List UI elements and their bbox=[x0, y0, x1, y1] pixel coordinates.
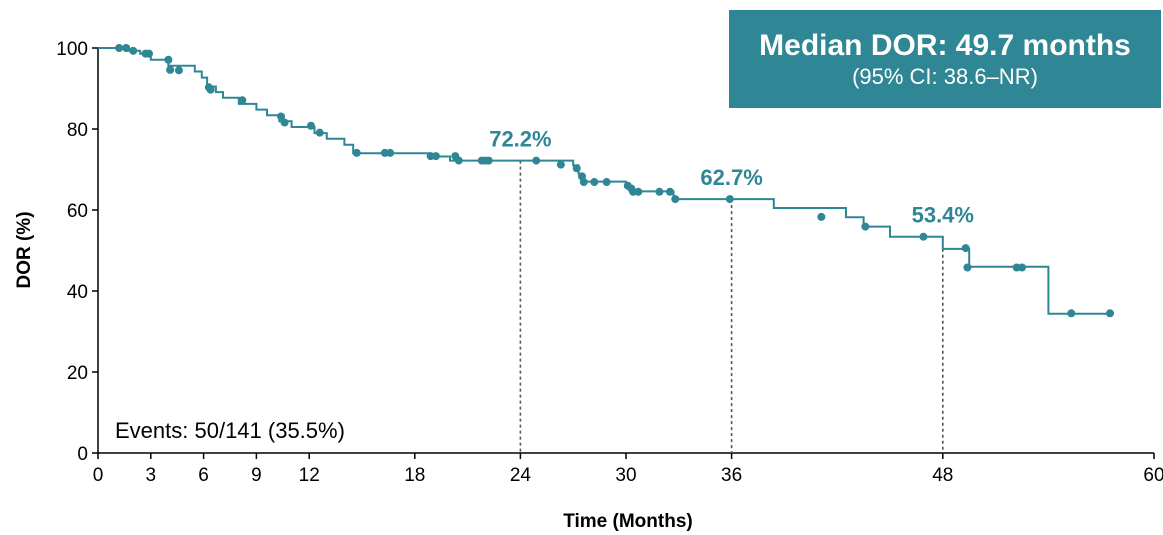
landmark-label: 53.4% bbox=[912, 203, 974, 228]
events-label: Events: 50/141 (35.5%) bbox=[115, 418, 345, 443]
censor-marker bbox=[655, 187, 664, 196]
censor-marker bbox=[1018, 263, 1026, 272]
survival-curve bbox=[98, 47, 1110, 315]
landmark-label: 72.2% bbox=[489, 127, 551, 152]
censor-marker bbox=[963, 263, 972, 272]
censor-marker bbox=[919, 232, 928, 241]
censor-marker bbox=[206, 85, 215, 94]
censor-marker bbox=[484, 156, 493, 165]
censor-marker bbox=[532, 156, 541, 165]
censor-marker bbox=[238, 96, 247, 105]
x-tick-label: 36 bbox=[721, 465, 742, 486]
x-tick-label: 30 bbox=[615, 465, 636, 486]
censor-marker bbox=[164, 55, 173, 64]
x-tick-label: 9 bbox=[251, 465, 262, 486]
censor-marker bbox=[725, 195, 734, 204]
censor-marker bbox=[145, 49, 154, 58]
censor-marker bbox=[634, 187, 643, 196]
censor-marker bbox=[1067, 309, 1076, 318]
median-dor-text: Median DOR: 49.7 months bbox=[759, 29, 1131, 62]
censor-marker bbox=[122, 44, 131, 52]
y-tick-label: 20 bbox=[67, 363, 88, 384]
censor-marker bbox=[817, 212, 826, 221]
x-axis-label: Time (Months) bbox=[563, 511, 692, 532]
median-dor-box: Median DOR: 49.7 months (95% CI: 38.6–NR… bbox=[729, 10, 1161, 108]
censor-marker bbox=[386, 148, 395, 157]
censor-marker bbox=[1106, 309, 1114, 318]
x-tick-label: 24 bbox=[510, 465, 532, 486]
censor-marker bbox=[306, 121, 315, 130]
censor-marker bbox=[277, 112, 286, 121]
censor-marker bbox=[671, 195, 680, 204]
x-tick-label: 6 bbox=[198, 465, 209, 486]
x-tick-label: 0 bbox=[93, 465, 104, 486]
censor-marker bbox=[315, 128, 324, 137]
x-tick-label: 60 bbox=[1143, 465, 1163, 486]
x-tick-label: 12 bbox=[299, 465, 320, 486]
landmark-labels: 72.2% 62.7% 53.4% bbox=[489, 127, 974, 228]
landmark-label: 62.7% bbox=[700, 165, 762, 190]
censor-marker bbox=[454, 156, 463, 165]
x-tick-label: 48 bbox=[932, 465, 953, 486]
censor-marker bbox=[129, 46, 138, 55]
censor-marker bbox=[174, 66, 183, 75]
x-tick-label: 3 bbox=[146, 465, 157, 486]
y-tick-label: 60 bbox=[67, 201, 88, 222]
censor-marker bbox=[861, 222, 870, 231]
censor-marker bbox=[556, 160, 565, 169]
censor-marker bbox=[590, 178, 599, 187]
y-tick-label: 100 bbox=[56, 39, 88, 60]
censor-marker bbox=[115, 44, 124, 52]
y-tick-label: 0 bbox=[77, 444, 88, 465]
censor-marker bbox=[602, 178, 611, 187]
censor-marker bbox=[572, 164, 581, 173]
censor-marker bbox=[961, 244, 970, 253]
censor-marker bbox=[166, 65, 175, 74]
censor-marker bbox=[431, 152, 440, 161]
y-tick-label: 40 bbox=[67, 282, 88, 303]
plot-area bbox=[98, 44, 1114, 318]
censor-marker bbox=[579, 178, 588, 187]
x-tick-label: 18 bbox=[404, 465, 425, 486]
censor-marker bbox=[352, 148, 361, 157]
y-tick-label: 80 bbox=[67, 120, 88, 141]
y-axis-label: DOR (%) bbox=[14, 211, 35, 288]
confidence-interval-text: (95% CI: 38.6–NR) bbox=[852, 64, 1038, 89]
censor-marker bbox=[280, 118, 289, 127]
landmark-drop-lines bbox=[519, 160, 944, 453]
censor-marker bbox=[666, 187, 674, 196]
